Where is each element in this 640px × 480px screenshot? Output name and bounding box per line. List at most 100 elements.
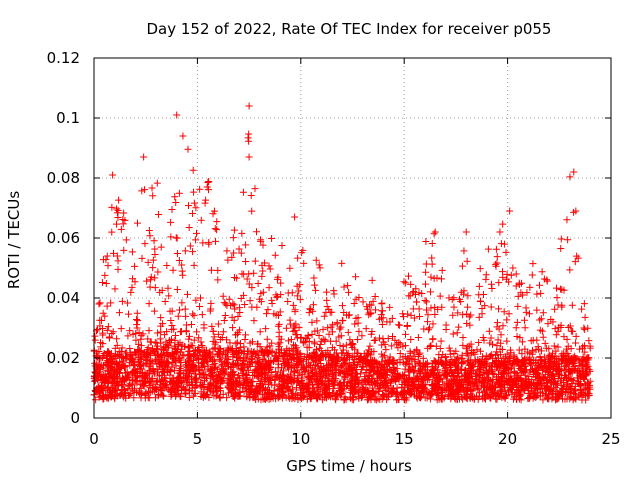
data-point-3770	[217, 357, 225, 365]
data-point-2436	[373, 374, 381, 382]
data-point-1651	[113, 205, 121, 213]
data-point-2027	[523, 289, 531, 297]
data-point-3482	[555, 366, 563, 374]
data-point-1178	[188, 342, 196, 350]
data-point-3805	[225, 374, 233, 382]
data-point-4021	[219, 377, 227, 385]
data-point-2976	[201, 199, 209, 207]
data-point-893	[389, 333, 397, 341]
data-point-4201	[179, 132, 187, 140]
data-point-4002	[99, 352, 107, 360]
data-point-1182	[108, 228, 116, 236]
data-point-3197	[238, 369, 246, 377]
data-point-378	[358, 332, 366, 340]
data-point-3032	[517, 396, 525, 404]
data-point-3010	[543, 394, 551, 402]
data-point-3048	[566, 173, 574, 181]
data-point-3913	[512, 370, 520, 378]
data-point-4177	[157, 385, 165, 393]
data-point-3118	[265, 379, 273, 387]
data-point-2167	[533, 306, 541, 314]
data-point-4023	[384, 359, 392, 367]
data-point-3827	[166, 352, 174, 360]
data-point-1089	[135, 358, 143, 366]
data-point-4051	[235, 354, 243, 362]
data-point-4114	[187, 362, 195, 370]
data-point-3379	[335, 333, 343, 341]
data-point-4104	[515, 390, 523, 398]
data-point-55	[247, 192, 255, 200]
data-point-3780	[273, 349, 281, 357]
data-point-4035	[396, 356, 404, 364]
data-point-4185	[448, 379, 456, 387]
data-point-1684	[190, 188, 198, 196]
data-point-3718	[426, 395, 434, 403]
data-point-4018	[492, 348, 500, 356]
data-point-3281	[415, 360, 423, 368]
data-point-3057	[350, 300, 358, 308]
data-point-3547	[163, 328, 171, 336]
data-point-2502	[564, 324, 572, 332]
data-point-1901	[355, 327, 363, 335]
data-point-2456	[520, 316, 528, 324]
data-point-2798	[311, 281, 319, 289]
data-point-3549	[328, 308, 336, 316]
data-point-3600	[563, 345, 571, 353]
data-point-3727	[106, 359, 114, 367]
data-point-907	[438, 303, 446, 311]
data-point-1788	[136, 390, 144, 398]
data-point-1441	[412, 362, 420, 370]
data-point-2382	[248, 338, 256, 346]
data-point-3165	[161, 374, 169, 382]
data-point-3266	[500, 240, 508, 248]
data-point-1673	[585, 337, 593, 345]
data-point-2347	[190, 336, 198, 344]
data-point-4111	[585, 392, 593, 400]
data-point-612	[328, 328, 336, 336]
data-point-3338	[254, 279, 262, 287]
data-point-2959	[210, 333, 218, 341]
data-point-3974	[267, 395, 275, 403]
data-point-3832	[138, 187, 146, 195]
data-point-295	[93, 325, 101, 333]
data-point-2609	[258, 369, 266, 377]
data-point-1744	[557, 235, 565, 243]
data-point-4162	[276, 383, 284, 391]
data-point-3534	[444, 391, 452, 399]
data-point-4107	[370, 378, 378, 386]
data-point-2581	[550, 342, 558, 350]
data-point-3670	[138, 365, 146, 373]
data-point-3811	[435, 395, 443, 403]
data-point-4208	[506, 207, 514, 215]
data-point-3058	[263, 335, 271, 343]
data-point-1978	[229, 324, 237, 332]
data-point-1745	[98, 279, 106, 287]
data-point-3603	[136, 346, 144, 354]
data-point-3074	[460, 358, 468, 366]
data-point-3939	[298, 376, 306, 384]
data-point-3754	[185, 372, 193, 380]
data-point-2564	[103, 302, 111, 310]
data-point-4139	[335, 369, 343, 377]
data-point-3289	[333, 353, 341, 361]
data-point-3988	[137, 362, 145, 370]
data-point-2772	[347, 340, 355, 348]
data-point-3767	[442, 325, 450, 333]
data-point-3000	[399, 359, 407, 367]
data-point-4047	[322, 349, 330, 357]
data-point-3916	[557, 381, 565, 389]
data-point-2637	[460, 247, 468, 255]
data-point-3257	[217, 376, 225, 384]
data-point-3441	[273, 293, 281, 301]
data-point-3850	[345, 288, 353, 296]
data-point-4024	[478, 359, 486, 367]
data-point-3558	[205, 349, 213, 357]
data-point-3900	[234, 313, 242, 321]
data-point-1550	[424, 311, 432, 319]
data-point-3472	[124, 385, 132, 393]
data-point-1067	[242, 241, 250, 249]
data-point-2282	[139, 330, 147, 338]
data-point-162	[182, 312, 190, 320]
data-point-2634	[442, 353, 450, 361]
data-point-3973	[560, 286, 568, 294]
